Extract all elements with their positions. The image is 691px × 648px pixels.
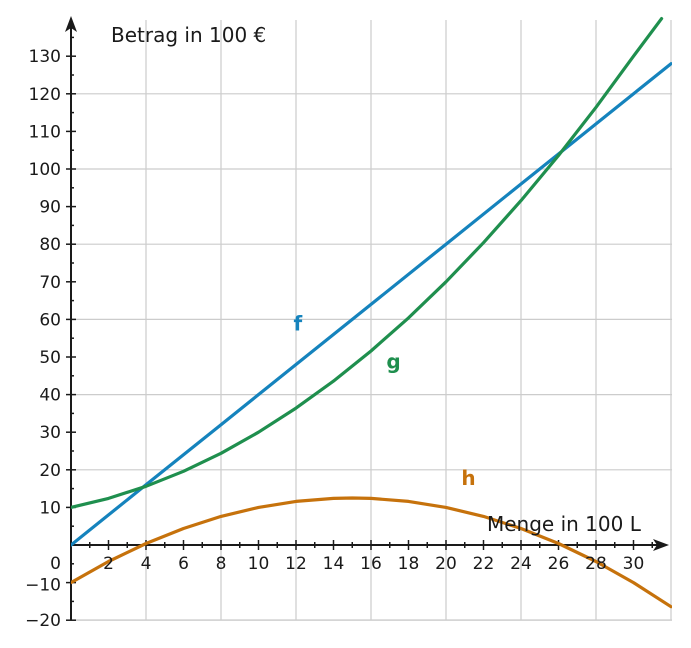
- y-axis-title: Betrag in 100 €: [111, 23, 266, 47]
- y-tick-label: 50: [39, 348, 61, 368]
- y-axis-arrow: [65, 16, 77, 32]
- y-tick-label: 100: [29, 160, 61, 180]
- x-tick-label: 4: [141, 554, 152, 574]
- x-tick-label: 14: [323, 554, 345, 574]
- series-line-h: [71, 496, 672, 609]
- y-tick-label: 10: [39, 498, 61, 518]
- y-tick-label: 120: [29, 85, 61, 105]
- y-tick-label: 0: [50, 554, 61, 574]
- y-tick-label: 80: [39, 235, 61, 255]
- y-tick-label: 90: [39, 198, 61, 218]
- series-labels: f g h: [294, 312, 476, 490]
- x-tick-labels: 2 4 6 8 10 12 14 16 18 20 22 24 26 28 30: [103, 554, 644, 574]
- y-tick-label: 30: [39, 423, 61, 443]
- y-tick-label: −10: [25, 576, 61, 596]
- x-tick-label: 22: [473, 554, 495, 574]
- y-tick-label: 130: [29, 47, 61, 67]
- series-label-g: g: [386, 349, 400, 373]
- x-tick-label: 12: [285, 554, 307, 574]
- x-tick-label: 6: [178, 554, 189, 574]
- x-tick-label: 2: [103, 554, 114, 574]
- x-tick-label: 28: [585, 554, 607, 574]
- y-tick-label: 20: [39, 461, 61, 481]
- y-tick-label: −20: [25, 611, 61, 631]
- x-tick-label: 8: [216, 554, 227, 574]
- series-line-f: [71, 62, 672, 547]
- y-tick-label: 60: [39, 310, 61, 330]
- x-axis-arrow: [653, 539, 669, 551]
- x-tick-label: 18: [398, 554, 420, 574]
- x-tick-label: 10: [248, 554, 270, 574]
- y-tick-label: 40: [39, 386, 61, 406]
- series-label-f: f: [294, 312, 303, 336]
- x-tick-label: 30: [623, 554, 645, 574]
- grid: [71, 20, 672, 621]
- x-tick-label: 16: [360, 554, 382, 574]
- series-label-h: h: [461, 466, 475, 490]
- tick-marks: [66, 36, 653, 621]
- series-line-g: [71, 17, 664, 509]
- y-tick-label: 110: [29, 122, 61, 142]
- x-tick-label: 24: [510, 554, 532, 574]
- x-axis-title: Menge in 100 L: [487, 512, 642, 536]
- x-tick-label: 20: [435, 554, 457, 574]
- x-tick-label: 26: [548, 554, 570, 574]
- y-tick-label: 70: [39, 273, 61, 293]
- series-group: [71, 17, 672, 609]
- y-tick-labels: −20 −100 10 20 30 40 50 60 70 80 90 100 110 120 130: [25, 47, 61, 631]
